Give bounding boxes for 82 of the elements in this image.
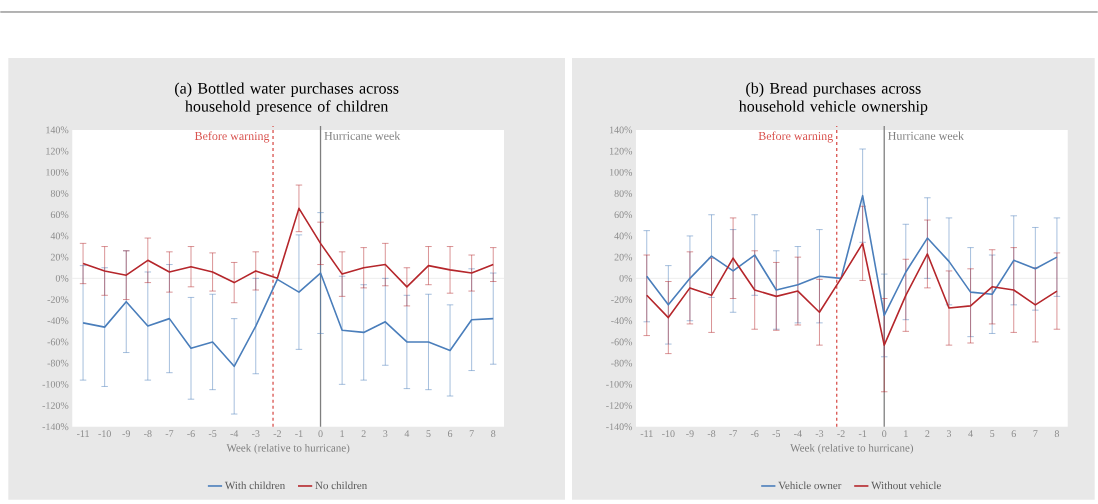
x-tick-label: -5 [208, 430, 217, 438]
legend-label: With children [224, 481, 286, 490]
y-tick-label: 60% [50, 211, 69, 219]
x-tick-label: 1 [904, 430, 908, 438]
y-tick-label: 60% [614, 211, 633, 219]
ref-line-label: Before warning [758, 131, 833, 143]
y-tick-label: -140% [606, 423, 633, 431]
y-tick-label: -60% [47, 338, 69, 346]
y-tick-label: 20% [50, 253, 69, 261]
y-tick-label: 120% [609, 147, 633, 155]
y-tick-label: 40% [50, 232, 69, 240]
y-tick-label: -100% [606, 381, 633, 388]
x-tick-label: -9 [122, 430, 130, 438]
y-tick-label: 120% [46, 147, 69, 155]
x-tick-label: -10 [98, 430, 111, 438]
legend-label: Vehicle owner [778, 481, 842, 490]
y-tick-label: 80% [614, 190, 633, 198]
y-tick-label: 0% [55, 275, 69, 282]
y-tick-label: -20% [47, 296, 69, 304]
y-tick-label: -20% [611, 296, 633, 304]
x-tick-label: 0 [882, 430, 887, 438]
x-tick-label: 3 [383, 430, 388, 438]
x-tick-label: -3 [251, 430, 260, 438]
x-tick-label: -1 [858, 430, 867, 438]
x-tick-label: -4 [230, 430, 239, 438]
x-tick-label: -1 [295, 430, 303, 438]
x-tick-label: 4 [968, 430, 973, 438]
legend-label: No children [315, 481, 368, 490]
y-tick-label: 100% [46, 169, 69, 176]
x-tick-label: -7 [165, 430, 174, 437]
y-tick-label: -80% [611, 359, 633, 367]
y-tick-label: -60% [611, 338, 633, 346]
x-tick-label: 6 [447, 430, 453, 438]
x-tick-label: 3 [946, 430, 952, 438]
y-tick-label: -40% [47, 317, 69, 325]
x-tick-label: -8 [707, 430, 716, 438]
x-tick-label: 8 [491, 430, 496, 438]
x-tick-label: 2 [925, 430, 930, 438]
y-tick-label: 80% [50, 190, 69, 198]
x-tick-label: 2 [361, 430, 366, 438]
y-tick-label: 140% [609, 126, 633, 134]
y-tick-label: 40% [614, 232, 633, 240]
x-tick-label: -3 [815, 430, 824, 438]
x-tick-label: -11 [76, 430, 89, 438]
x-tick-label: -6 [187, 430, 195, 438]
y-tick-label: -80% [47, 359, 69, 367]
x-tick-label: -4 [794, 430, 802, 438]
y-tick-label: -100% [42, 381, 69, 388]
x-tick-label: -7 [729, 430, 737, 437]
x-tick-label: -8 [144, 430, 152, 438]
y-tick-label: 140% [46, 126, 69, 134]
y-tick-label: -120% [42, 402, 69, 410]
x-tick-label: 8 [1054, 430, 1060, 438]
x-tick-label: 6 [1011, 430, 1016, 438]
x-tick-label: 5 [426, 430, 431, 438]
y-tick-label: -140% [42, 423, 69, 431]
legend-label: Without vehicle [871, 481, 941, 490]
y-tick-label: 20% [614, 253, 633, 261]
ref-line-label: Before warning [194, 131, 270, 143]
x-axis-title: Week (relative to hurricane) [226, 444, 350, 454]
ref-line-label: Hurricane week [324, 131, 401, 141]
x-tick-label: -6 [750, 430, 759, 438]
x-tick-label: 4 [404, 430, 410, 438]
y-tick-label: -120% [606, 402, 633, 410]
x-axis-title: Week (relative to hurricane) [790, 444, 914, 454]
x-tick-label: -9 [686, 430, 694, 438]
x-tick-label: -2 [273, 430, 281, 438]
x-tick-label: -11 [640, 430, 653, 438]
x-tick-label: 7 [469, 430, 474, 437]
x-tick-label: -2 [837, 430, 845, 438]
ref-line-label: Hurricane week [888, 131, 964, 141]
x-tick-label: 5 [990, 430, 995, 438]
y-tick-label: 100% [609, 169, 633, 176]
x-tick-label: 1 [340, 430, 345, 438]
x-tick-label: -5 [772, 430, 781, 438]
x-tick-label: 7 [1033, 430, 1038, 437]
x-tick-label: 0 [318, 430, 323, 438]
x-tick-label: -10 [662, 430, 675, 438]
y-tick-label: -40% [611, 317, 633, 325]
chart-title: (b) Bread purchases across household vehicle ownership [738, 82, 928, 116]
chart-title: (a) Bottled water purchases across household presence of children [175, 82, 399, 116]
y-tick-label: 0% [619, 275, 633, 282]
